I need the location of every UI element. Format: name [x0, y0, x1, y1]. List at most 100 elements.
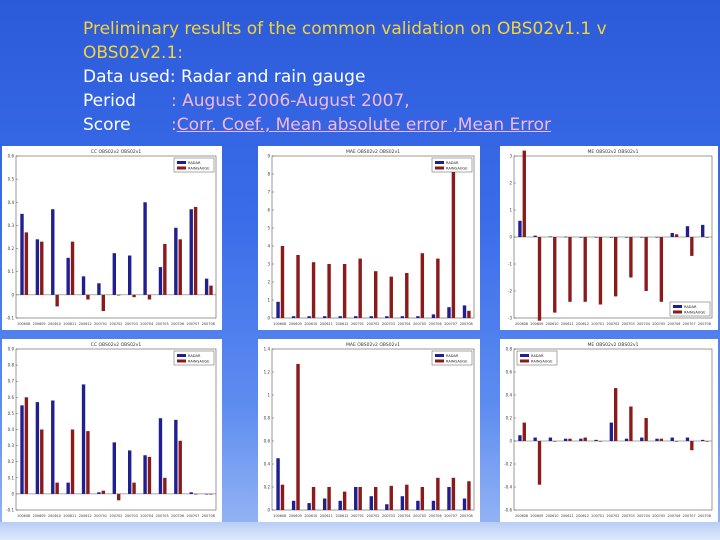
y-tick-label: 0.6 — [8, 154, 15, 159]
x-tick-label: 200611 — [561, 322, 574, 326]
bar-radar — [158, 267, 163, 295]
y-tick-label: -0.4 — [504, 485, 512, 490]
bar-radar — [204, 493, 209, 495]
x-tick-label: 200608 — [515, 322, 528, 326]
bar-radar — [579, 237, 583, 238]
bar-radar — [158, 418, 163, 494]
period-line: Period : August 2006-August 2007, — [83, 89, 693, 113]
x-tick-label: 200608 — [17, 514, 30, 518]
bar-radar — [276, 458, 280, 510]
score-label: Score — [83, 115, 131, 135]
chart-me-top: ME OBS02v2 OBS02v1 -3 -2 -1 0 1 2 3 200608 200609… — [508, 149, 713, 326]
x-tick-label: 200707 — [444, 322, 457, 326]
x-tick-label: 200706 — [429, 514, 442, 518]
bar-radar — [97, 283, 101, 295]
x-tick-label: 200702 — [367, 514, 380, 518]
legend-label: RADAR — [446, 161, 459, 165]
chart-cc-top: CC OBS02v2 OBS02v1 -0.1 0 0.1 0.2 0.3 0.4 0.5 0.… — [6, 149, 217, 326]
chart-mae-bottom: MAE OBS02v2 OBS02v1 0 0.2 0.4 0.6 0.8 1 1.2 1.4 2… — [264, 342, 475, 518]
bar-radar — [35, 402, 40, 494]
legend-label: RAINGAUGE — [188, 360, 210, 364]
x-tick-label: 200706 — [429, 322, 442, 326]
bar-radar — [685, 226, 690, 237]
x-tick-label: 200707 — [186, 322, 199, 326]
chart-panel-me-bottom: ME OBS02v2 OBS02v1 -0.6 -0.4 -0.2 0 0.2 0.4 0.6… — [500, 339, 718, 522]
bar-radar — [354, 316, 358, 318]
chart-cc-bottom: CC OBS02v2 OBS02v1 -0.1 0 0.1 0.2 0.3 0.4 0.5 0.… — [6, 342, 217, 518]
bar-radar — [20, 213, 24, 295]
bar-raingauge — [436, 258, 440, 318]
bar-radar — [128, 255, 132, 295]
bar-raingauge — [55, 482, 59, 494]
chart-title: MAE OBS02v2 OBS02v1 — [346, 149, 400, 155]
chart-title: CC OBS02v2 OBS02v1 — [91, 342, 142, 348]
bar-radar — [533, 437, 537, 441]
legend-swatch — [435, 161, 444, 164]
bar-raingauge — [132, 294, 136, 298]
bar-radar — [670, 437, 674, 441]
x-tick-label: 200612 — [335, 322, 348, 326]
bar-radar — [548, 236, 553, 238]
y-tick-label: -0.1 — [6, 316, 14, 321]
bar-raingauge — [311, 487, 316, 510]
x-tick-label: 200701 — [351, 514, 364, 518]
x-tick-label: 200609 — [33, 514, 46, 518]
x-tick-label: 200611 — [320, 322, 333, 326]
x-tick-label: 200608 — [273, 514, 286, 518]
bar-radar — [291, 500, 296, 510]
data-used-value: : Radar and rain gauge — [169, 67, 366, 87]
bar-radar — [112, 253, 116, 295]
bar-raingauge — [568, 438, 572, 441]
bar-raingauge — [598, 237, 603, 305]
y-tick-label: 7 — [267, 190, 270, 195]
bar-radar — [143, 455, 147, 494]
y-tick-label: 0 — [11, 292, 14, 297]
x-tick-label: 200708 — [698, 322, 711, 326]
bar-radar — [369, 496, 373, 510]
bar-raingauge — [178, 239, 182, 295]
bar-raingauge — [553, 237, 557, 313]
bar-raingauge — [644, 418, 648, 441]
x-tick-label: 200704 — [398, 322, 411, 326]
legend-label: RADAR — [446, 354, 459, 358]
x-tick-label: 200612 — [576, 322, 589, 326]
y-tick-label: 0.3 — [8, 223, 15, 228]
y-tick-label: 0.1 — [8, 475, 15, 480]
bar-radar — [307, 503, 311, 510]
y-tick-label: -2 — [508, 289, 512, 294]
bar-raingauge — [86, 431, 90, 494]
bar-radar — [51, 400, 55, 494]
bar-raingauge — [327, 264, 331, 318]
legend-swatch — [177, 166, 186, 170]
bar-radar — [609, 422, 613, 441]
bar-radar — [670, 232, 674, 237]
bar-raingauge — [705, 237, 709, 238]
bar-radar — [189, 209, 193, 295]
bar-radar — [385, 504, 389, 510]
score-link[interactable]: Corr. Coef., Mean absolute error ,Mean E… — [176, 115, 551, 135]
y-tick-label: 0.5 — [8, 177, 15, 182]
data-used-label: Data used — [83, 67, 170, 87]
x-tick-label: 200612 — [335, 514, 348, 518]
y-tick-label: 0 — [509, 439, 512, 444]
x-tick-label: 200702 — [367, 322, 380, 326]
x-tick-label: 200705 — [652, 514, 665, 518]
bar-raingauge — [311, 262, 316, 318]
y-tick-label: 0.6 — [8, 395, 15, 400]
y-tick-label: 0.8 — [8, 363, 15, 368]
bar-radar — [97, 492, 101, 494]
x-tick-label: 200705 — [156, 514, 169, 518]
x-tick-label: 200610 — [48, 514, 61, 518]
x-tick-label: 200704 — [637, 514, 650, 518]
bar-raingauge — [537, 441, 542, 485]
bar-raingauge — [674, 234, 679, 237]
bar-radar — [447, 307, 451, 318]
y-tick-label: 8 — [267, 172, 270, 177]
y-tick-label: 0.9 — [8, 347, 15, 352]
chart-panel-mae-bottom: MAE OBS02v2 OBS02v1 0 0.2 0.4 0.6 0.8 1 1.2 1.4 2… — [258, 339, 480, 522]
chart-me-bottom: ME OBS02v2 OBS02v1 -0.6 -0.4 -0.2 0 0.2 0.4 0.6… — [504, 342, 713, 518]
bar-radar — [66, 257, 70, 295]
bar-raingauge — [342, 264, 347, 318]
bar-radar — [594, 237, 598, 238]
y-tick-label: -3 — [508, 316, 512, 321]
